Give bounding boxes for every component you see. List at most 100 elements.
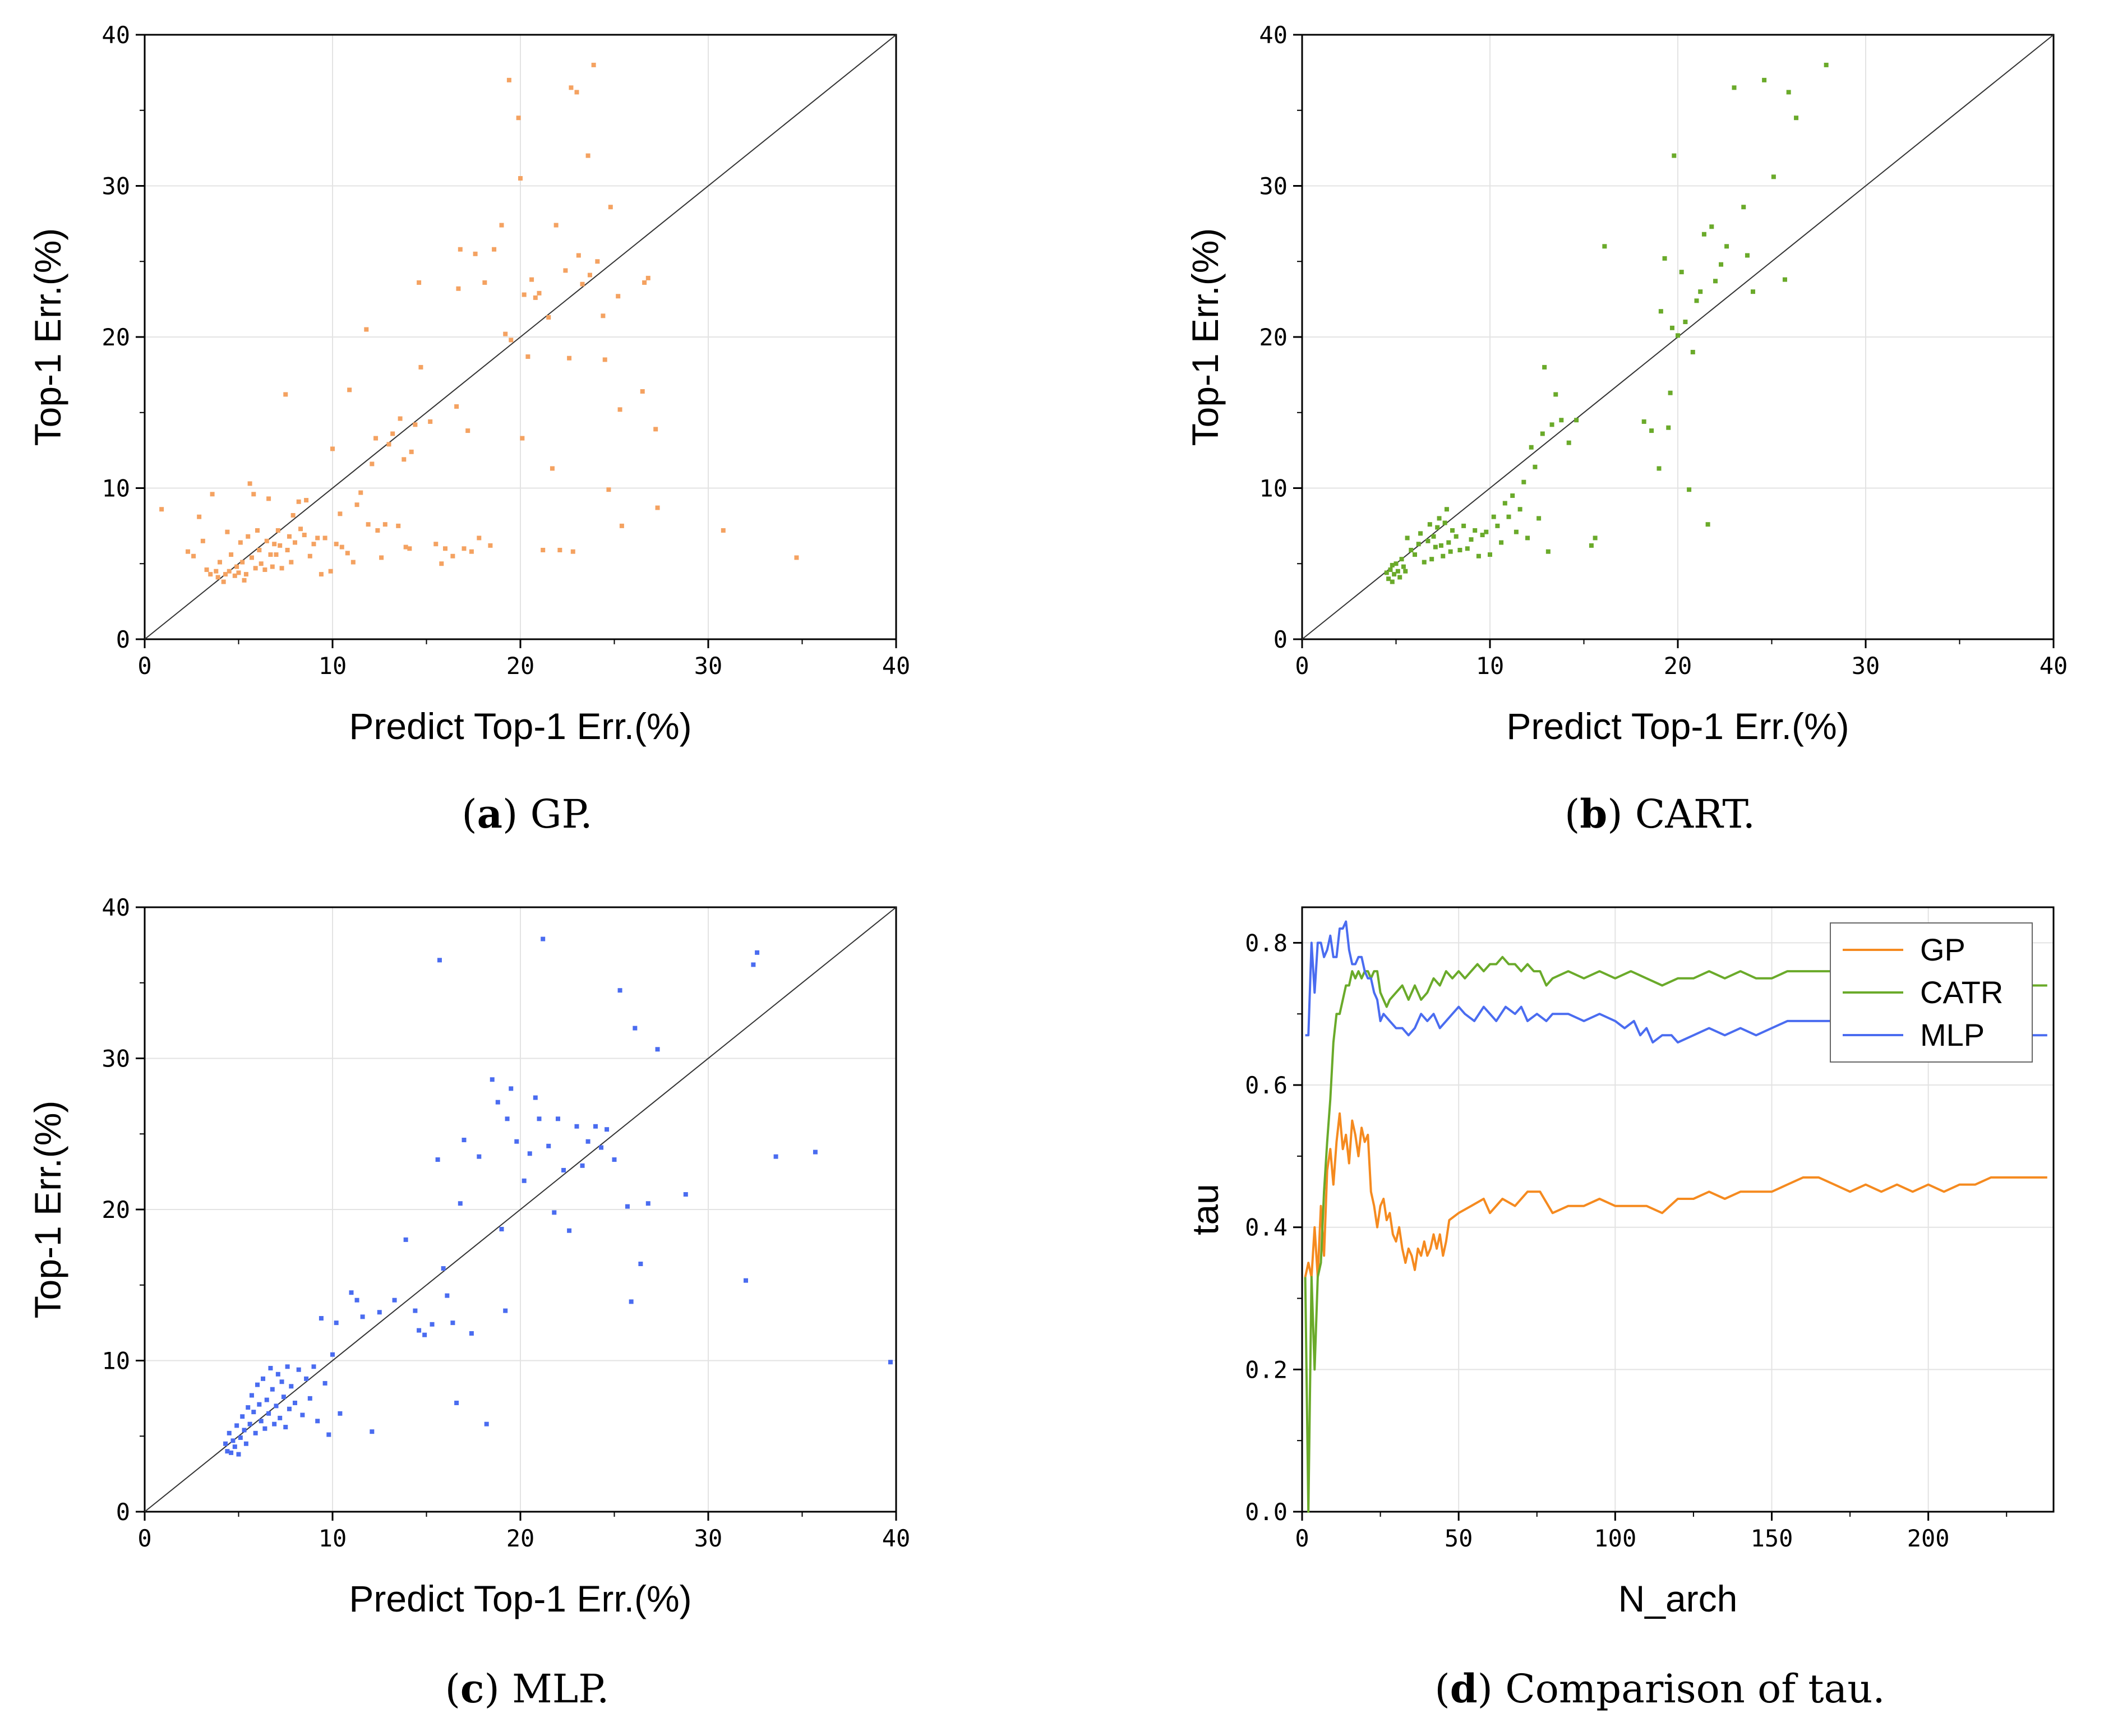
data-point	[345, 551, 350, 556]
data-point	[315, 1419, 320, 1424]
x-tick-label: 20	[1664, 652, 1692, 680]
data-point	[1480, 533, 1485, 538]
data-point	[1405, 535, 1410, 541]
y-tick-label: 20	[101, 1196, 130, 1223]
data-point	[569, 85, 574, 90]
data-point	[275, 1372, 280, 1377]
data-point	[1444, 507, 1449, 512]
data-point	[433, 542, 439, 547]
data-point	[683, 1192, 688, 1197]
x-axis-title: Predict Top-1 Err.(%)	[349, 705, 691, 747]
data-point	[605, 1127, 610, 1132]
x-tick-label: 200	[1907, 1525, 1950, 1552]
data-point	[1390, 579, 1395, 584]
data-point	[1416, 542, 1421, 547]
data-point	[274, 1403, 279, 1409]
chart-0: 0 10 20 30 40 0 10 20 30 40 Predict Top-1 Err.(%) T…	[27, 21, 910, 747]
data-point	[454, 404, 459, 409]
data-point	[270, 564, 275, 569]
data-point	[298, 527, 303, 532]
data-point	[319, 1316, 324, 1321]
data-point	[437, 958, 442, 963]
data-point	[1657, 466, 1662, 471]
data-point	[642, 280, 647, 285]
data-point	[221, 579, 226, 584]
x-tick-label: 30	[694, 1525, 723, 1552]
data-point	[422, 1332, 427, 1337]
data-point	[522, 292, 527, 297]
data-point	[570, 549, 575, 554]
x-axis-title: N_arch	[1618, 1578, 1738, 1619]
y-tick-label: 30	[101, 173, 130, 200]
data-point	[1705, 522, 1710, 527]
data-point	[1418, 531, 1423, 536]
data-point	[430, 1322, 435, 1327]
data-point	[1574, 418, 1579, 423]
data-point	[473, 251, 478, 256]
data-point	[200, 538, 205, 543]
data-point	[495, 1100, 500, 1105]
data-point	[576, 253, 581, 258]
y-tick-label: 20	[1259, 324, 1288, 351]
data-point	[435, 1157, 440, 1162]
data-point	[482, 280, 487, 285]
data-point	[456, 286, 461, 291]
data-point	[417, 280, 422, 285]
data-point	[1525, 535, 1530, 541]
data-point	[302, 533, 307, 538]
data-point	[413, 1308, 418, 1313]
data-point	[230, 1438, 236, 1443]
data-point	[208, 572, 213, 577]
data-point	[1542, 364, 1547, 370]
reference-line	[144, 34, 897, 640]
x-tick-label: 20	[506, 652, 535, 680]
data-point	[541, 936, 546, 941]
data-point	[262, 567, 267, 572]
data-point	[386, 442, 391, 447]
data-point	[488, 543, 493, 548]
data-point	[366, 522, 371, 527]
data-point	[1559, 418, 1564, 423]
x-axis-title: Predict Top-1 Err.(%)	[1506, 705, 1849, 747]
data-point	[443, 546, 447, 551]
series-line-gp	[1304, 1112, 2047, 1278]
data-point	[533, 295, 538, 300]
x-tick-label: 40	[882, 652, 911, 680]
data-point	[1529, 445, 1534, 450]
data-point	[1442, 520, 1447, 525]
data-point	[293, 540, 297, 545]
data-point	[516, 116, 521, 121]
data-point	[379, 555, 384, 560]
data-point	[462, 546, 467, 551]
data-point	[283, 1425, 288, 1430]
data-point	[225, 1449, 230, 1454]
data-point	[375, 528, 380, 533]
data-point	[300, 1412, 305, 1418]
data-point	[1510, 493, 1515, 498]
data-point	[477, 535, 482, 541]
data-point	[1676, 333, 1680, 338]
data-point	[439, 561, 444, 566]
y-tick-label: 0	[116, 1498, 130, 1526]
data-point	[347, 387, 352, 393]
data-point	[608, 205, 613, 210]
data-point	[1690, 349, 1695, 354]
data-point	[1786, 90, 1791, 95]
data-point	[262, 1426, 267, 1431]
data-point	[617, 407, 622, 412]
data-point	[1386, 576, 1391, 581]
data-point	[1540, 431, 1545, 436]
y-tick-label: 20	[101, 324, 130, 351]
x-axis-title: Predict Top-1 Err.(%)	[349, 1578, 691, 1619]
data-point	[1409, 547, 1414, 552]
data-point	[744, 1278, 748, 1283]
data-point	[574, 1124, 579, 1129]
data-point	[377, 1310, 382, 1315]
data-point	[304, 498, 309, 503]
data-point	[1589, 543, 1594, 548]
data-point	[580, 281, 585, 287]
data-point	[247, 481, 252, 486]
data-point	[1448, 549, 1453, 554]
x-tick-label: 0	[1295, 652, 1309, 680]
data-point	[287, 534, 292, 539]
